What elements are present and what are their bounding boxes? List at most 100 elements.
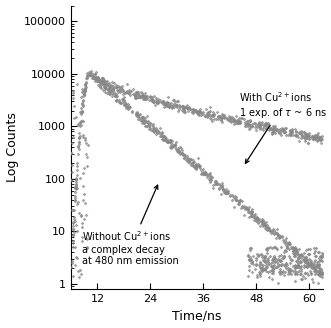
Point xyxy=(266,274,271,279)
Point xyxy=(282,255,287,260)
Point xyxy=(245,253,251,258)
Point xyxy=(297,264,302,270)
Point xyxy=(133,111,138,116)
Point xyxy=(257,122,262,128)
Point xyxy=(97,83,103,88)
Point xyxy=(121,102,126,108)
Point xyxy=(208,105,213,110)
Point xyxy=(71,223,76,228)
Point xyxy=(304,254,309,259)
Point xyxy=(162,101,167,107)
Point xyxy=(264,225,269,231)
Point xyxy=(311,280,316,285)
Point xyxy=(165,94,170,100)
Point xyxy=(84,74,89,79)
Point xyxy=(313,254,318,259)
Point xyxy=(255,215,260,221)
Point xyxy=(249,124,254,129)
Point xyxy=(266,123,272,128)
Point xyxy=(71,134,76,139)
Point xyxy=(194,163,199,168)
Point xyxy=(93,74,99,79)
Point xyxy=(242,213,247,218)
Point xyxy=(262,225,268,231)
Point xyxy=(123,90,128,95)
Point xyxy=(89,69,94,74)
Point xyxy=(248,260,254,265)
Point xyxy=(294,247,299,252)
Point xyxy=(240,204,246,210)
Point xyxy=(245,209,251,215)
Point xyxy=(296,256,301,262)
Point xyxy=(101,77,106,82)
Point xyxy=(227,192,233,197)
Point xyxy=(296,138,301,143)
Point xyxy=(76,139,81,144)
Point xyxy=(77,267,83,273)
Point xyxy=(175,104,180,109)
Point xyxy=(106,89,112,94)
Point xyxy=(307,269,313,274)
Point xyxy=(143,93,148,98)
Point xyxy=(180,106,186,111)
Point xyxy=(303,263,308,269)
Point xyxy=(93,71,98,76)
Point xyxy=(269,125,274,131)
Point xyxy=(187,105,192,110)
Point xyxy=(236,119,241,124)
Point xyxy=(298,131,303,136)
Point xyxy=(214,110,220,115)
Point xyxy=(208,179,213,185)
Point xyxy=(77,123,83,128)
Point xyxy=(311,250,317,256)
Point xyxy=(80,97,86,103)
Point xyxy=(137,92,142,97)
Point xyxy=(117,99,122,105)
Point xyxy=(108,84,113,89)
Point xyxy=(283,126,288,131)
Point xyxy=(320,251,325,256)
Point xyxy=(164,103,169,108)
Point xyxy=(302,264,307,269)
Point xyxy=(80,238,85,244)
Point xyxy=(184,157,190,162)
Point xyxy=(249,270,254,275)
Point xyxy=(306,273,311,278)
Point xyxy=(257,270,262,276)
Point xyxy=(83,80,89,86)
Point xyxy=(80,102,85,107)
Point xyxy=(312,258,317,263)
Point xyxy=(169,105,174,110)
Point xyxy=(260,128,265,133)
Point xyxy=(140,94,145,99)
Point xyxy=(264,264,270,269)
Point xyxy=(198,163,203,168)
Point xyxy=(197,163,202,168)
Point xyxy=(273,258,279,263)
Point xyxy=(316,265,321,270)
Point xyxy=(272,127,277,132)
Point xyxy=(271,232,277,237)
Point xyxy=(252,216,258,221)
Point xyxy=(218,191,223,196)
Point xyxy=(262,259,268,265)
Point xyxy=(141,118,146,123)
Point xyxy=(250,214,255,219)
Point xyxy=(91,76,96,81)
Point xyxy=(113,91,118,96)
Point xyxy=(203,113,208,119)
Point xyxy=(313,246,319,251)
Point xyxy=(235,198,240,203)
Point xyxy=(247,254,253,259)
Point xyxy=(302,256,307,261)
Point xyxy=(150,96,155,101)
Point xyxy=(262,253,268,258)
Point xyxy=(154,100,159,105)
Point xyxy=(143,119,148,124)
Point xyxy=(72,198,77,203)
Point xyxy=(186,106,191,111)
Point xyxy=(271,228,276,233)
Point xyxy=(175,148,181,153)
Point xyxy=(209,113,214,118)
Point xyxy=(303,259,308,264)
